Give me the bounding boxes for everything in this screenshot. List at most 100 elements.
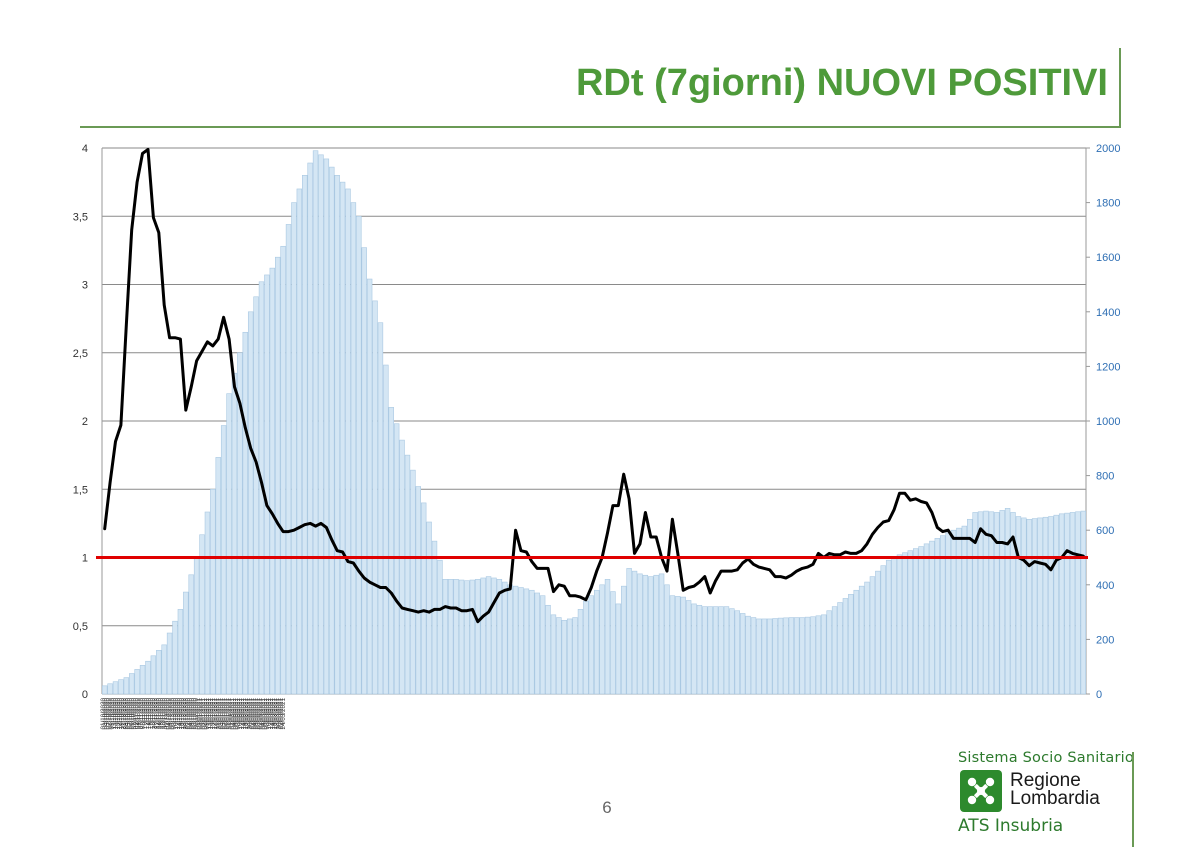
bar bbox=[377, 322, 384, 695]
x-tick-label: 20/02/2021 bbox=[247, 698, 254, 730]
bar bbox=[318, 154, 324, 695]
bar bbox=[994, 512, 1000, 695]
bar bbox=[821, 614, 827, 695]
x-tick-label: 08/11/2020 bbox=[139, 698, 146, 730]
bar bbox=[1026, 518, 1032, 695]
bar bbox=[220, 425, 227, 695]
bar bbox=[485, 576, 492, 695]
x-tick-label: 21/01/2021 bbox=[216, 698, 223, 730]
bar bbox=[323, 158, 330, 695]
x-tick-label: 25/10/2020 bbox=[125, 698, 132, 730]
bar bbox=[815, 615, 822, 695]
bar bbox=[296, 188, 303, 695]
x-tick-label: 09/01/2021 bbox=[203, 698, 210, 730]
bar bbox=[918, 546, 924, 695]
page-number: 6 bbox=[602, 798, 612, 817]
bar bbox=[626, 568, 632, 695]
bar bbox=[102, 685, 108, 695]
x-tick-label: 28/12/2020 bbox=[191, 698, 198, 730]
left-tick-label: 3 bbox=[82, 280, 88, 292]
x-tick-label: 26/11/2020 bbox=[158, 698, 165, 730]
bar bbox=[372, 300, 378, 695]
bars-series bbox=[102, 150, 1087, 695]
x-tick-label: 18/12/2020 bbox=[181, 698, 188, 730]
x-tick-label: 05/10/2020 bbox=[104, 698, 111, 730]
bar bbox=[972, 512, 978, 695]
bar bbox=[350, 202, 357, 695]
bar bbox=[458, 579, 465, 695]
bar bbox=[723, 606, 730, 695]
bar bbox=[864, 581, 870, 695]
bar bbox=[145, 660, 151, 695]
x-tick-label: 04/12/2020 bbox=[166, 698, 173, 730]
bar bbox=[199, 534, 205, 695]
bar bbox=[518, 587, 524, 695]
bar bbox=[961, 525, 968, 695]
x-tick-label: 08/03/2021 bbox=[263, 698, 270, 730]
bar bbox=[750, 617, 757, 695]
x-tick-label: 29/10/2020 bbox=[129, 698, 136, 730]
bar bbox=[853, 589, 859, 695]
bar bbox=[193, 557, 200, 695]
bar bbox=[756, 618, 762, 695]
bar bbox=[929, 540, 935, 695]
bar bbox=[502, 581, 508, 695]
bar bbox=[810, 616, 816, 695]
bar bbox=[523, 588, 530, 695]
bar bbox=[431, 540, 438, 695]
x-tick-label: 03/01/2021 bbox=[197, 698, 204, 730]
bar bbox=[761, 618, 768, 695]
bar bbox=[496, 579, 503, 695]
x-tick-label: 16/11/2020 bbox=[148, 698, 155, 730]
bar bbox=[577, 609, 584, 695]
bar bbox=[345, 188, 351, 695]
bar bbox=[885, 559, 892, 695]
x-tick-label: 23/01/2021 bbox=[218, 698, 225, 730]
bar bbox=[204, 511, 211, 695]
bar bbox=[842, 598, 849, 695]
bar bbox=[977, 511, 984, 695]
bar bbox=[907, 550, 913, 695]
bar bbox=[107, 683, 113, 695]
bar bbox=[869, 576, 876, 695]
bar bbox=[566, 618, 573, 695]
bar bbox=[172, 620, 178, 695]
x-tick-label: 18/03/2021 bbox=[274, 698, 281, 730]
logo-name-line2: Lombardia bbox=[1010, 788, 1100, 809]
bar bbox=[848, 594, 854, 695]
bar bbox=[664, 584, 670, 695]
bar bbox=[1004, 508, 1011, 695]
bar bbox=[875, 570, 881, 695]
bar bbox=[134, 669, 140, 695]
bar bbox=[658, 573, 665, 695]
x-tick-label: 04/11/2020 bbox=[135, 698, 142, 730]
bar bbox=[1064, 512, 1070, 695]
bar bbox=[356, 215, 362, 695]
bar bbox=[156, 650, 162, 695]
bar bbox=[718, 606, 724, 695]
page-title: RDt (7giorni) NUOVI POSITIVI bbox=[575, 62, 1108, 104]
bar bbox=[826, 610, 832, 695]
bar bbox=[788, 617, 795, 695]
bar bbox=[226, 393, 232, 695]
right-axis: 0 200 400 600 800 1000 1200 1400 1600 1800 2000 bbox=[1086, 143, 1120, 701]
bar bbox=[437, 559, 443, 695]
x-tick-label: 16/03/2021 bbox=[272, 698, 279, 730]
bar bbox=[307, 162, 313, 695]
lombardia-rose-icon bbox=[960, 770, 1002, 812]
x-tick-label: 30/11/2020 bbox=[162, 698, 169, 730]
bar bbox=[453, 579, 459, 695]
x-tick-label: 14/03/2021 bbox=[270, 698, 277, 730]
bar bbox=[837, 602, 843, 695]
bar bbox=[1021, 517, 1027, 695]
bar bbox=[139, 665, 146, 695]
x-tick-label: 17/01/2021 bbox=[212, 698, 219, 730]
bar bbox=[312, 150, 319, 695]
bar bbox=[685, 600, 692, 695]
bar bbox=[572, 617, 578, 695]
x-tick-label: 22/02/2021 bbox=[249, 698, 256, 730]
right-tick-label: 1800 bbox=[1096, 198, 1120, 210]
bar bbox=[604, 579, 611, 695]
bar bbox=[804, 616, 811, 695]
rdt-line-series bbox=[103, 147, 1085, 624]
